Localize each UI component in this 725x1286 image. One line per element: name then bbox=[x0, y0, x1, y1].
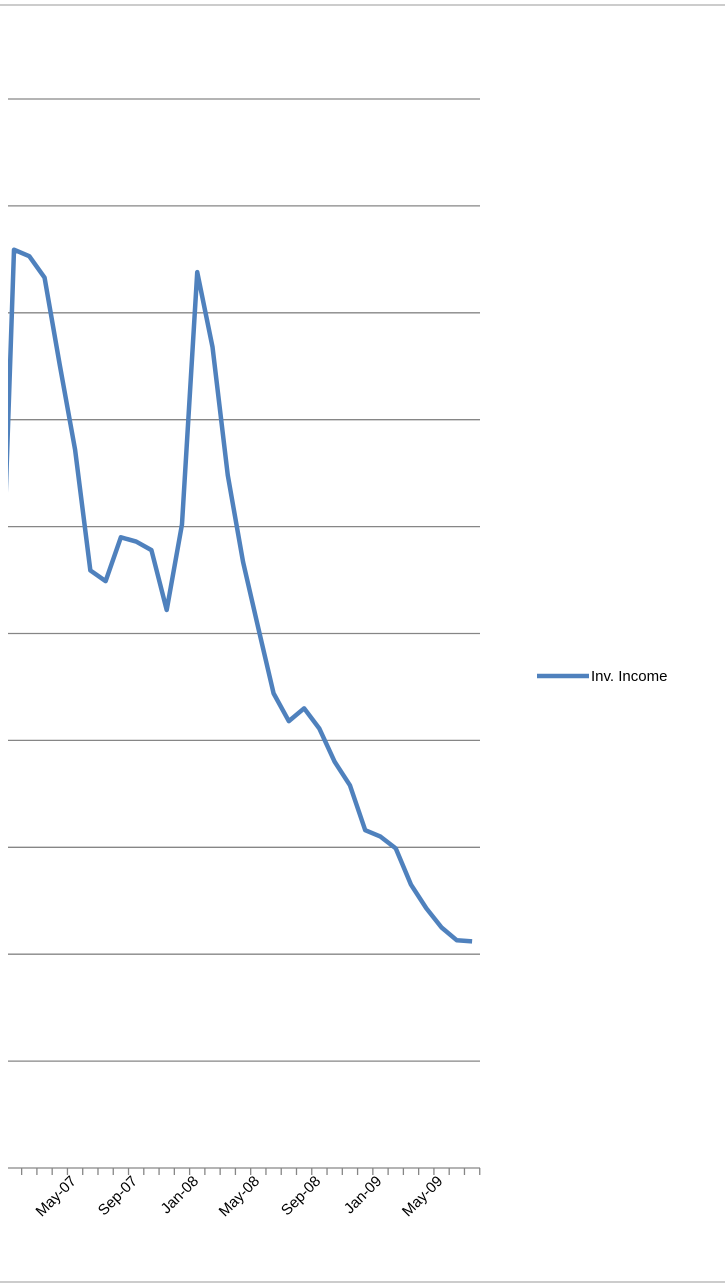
x-tick-label: Jan-09 bbox=[341, 1173, 385, 1217]
series-line bbox=[8, 247, 473, 944]
x-tick-label: Sep-08 bbox=[278, 1173, 324, 1219]
x-tick-label: Jan-08 bbox=[158, 1173, 202, 1217]
x-tick-label: May-07 bbox=[33, 1173, 80, 1220]
x-axis: May-07 Sep-07 Jan-08 May-08 Sep-08 Jan-09 May-… bbox=[20, 1168, 481, 1220]
legend-label: Inv. Income bbox=[591, 668, 667, 685]
x-tick-label: Sep-07 bbox=[95, 1173, 141, 1219]
plot-area bbox=[8, 247, 473, 944]
x-tick-label: May-08 bbox=[216, 1173, 263, 1220]
grid bbox=[8, 98, 480, 1169]
legend: Inv. Income bbox=[537, 668, 667, 685]
x-tick-label: May-09 bbox=[399, 1173, 446, 1220]
